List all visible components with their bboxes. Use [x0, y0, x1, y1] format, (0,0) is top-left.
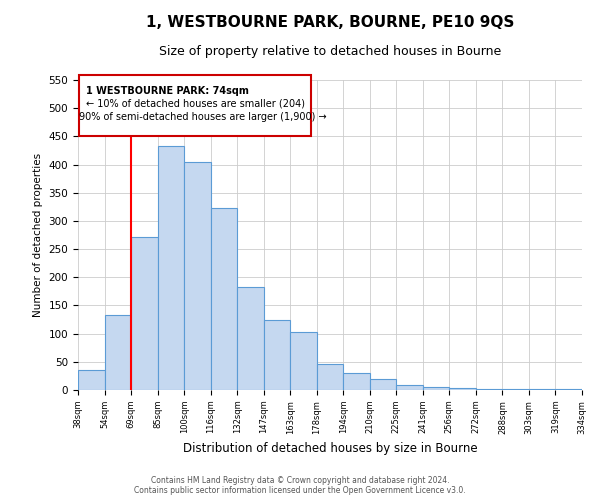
- Bar: [317, 364, 343, 390]
- Bar: [370, 378, 397, 390]
- Text: Contains HM Land Registry data © Crown copyright and database right 2024.: Contains HM Land Registry data © Crown c…: [151, 476, 449, 485]
- Text: Size of property relative to detached houses in Bourne: Size of property relative to detached ho…: [159, 45, 501, 58]
- Bar: [476, 389, 502, 390]
- Bar: [211, 208, 237, 390]
- Bar: [131, 236, 158, 390]
- Bar: [237, 288, 263, 390]
- Bar: [263, 320, 290, 390]
- Text: ← 10% of detached houses are smaller (204): ← 10% of detached houses are smaller (20…: [86, 98, 305, 108]
- Bar: [158, 146, 184, 390]
- Bar: [184, 162, 211, 390]
- X-axis label: Distribution of detached houses by size in Bourne: Distribution of detached houses by size …: [182, 442, 478, 455]
- Y-axis label: Number of detached properties: Number of detached properties: [33, 153, 43, 317]
- Text: 1 WESTBOURNE PARK: 74sqm: 1 WESTBOURNE PARK: 74sqm: [86, 86, 249, 96]
- Bar: [78, 370, 104, 390]
- Text: 1, WESTBOURNE PARK, BOURNE, PE10 9QS: 1, WESTBOURNE PARK, BOURNE, PE10 9QS: [146, 15, 514, 30]
- Bar: [397, 386, 423, 390]
- FancyBboxPatch shape: [79, 76, 311, 136]
- Bar: [290, 332, 317, 390]
- Text: Contains public sector information licensed under the Open Government Licence v3: Contains public sector information licen…: [134, 486, 466, 495]
- Bar: [423, 387, 449, 390]
- Bar: [343, 373, 370, 390]
- Text: 90% of semi-detached houses are larger (1,900) →: 90% of semi-detached houses are larger (…: [79, 112, 327, 122]
- Bar: [104, 315, 131, 390]
- Bar: [449, 388, 476, 390]
